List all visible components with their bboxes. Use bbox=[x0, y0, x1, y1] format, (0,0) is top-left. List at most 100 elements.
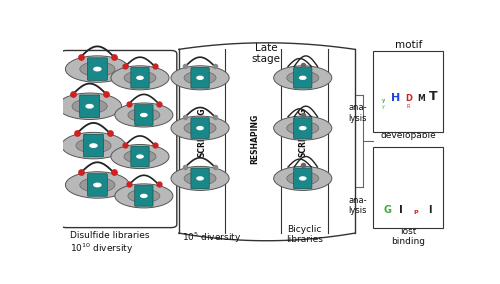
Text: ana-
lysis: ana- lysis bbox=[348, 196, 367, 216]
Circle shape bbox=[314, 184, 318, 187]
Circle shape bbox=[119, 80, 124, 83]
Circle shape bbox=[184, 170, 190, 173]
Circle shape bbox=[124, 149, 130, 151]
Circle shape bbox=[80, 176, 86, 179]
Circle shape bbox=[305, 169, 310, 171]
Circle shape bbox=[211, 120, 216, 123]
Circle shape bbox=[108, 109, 113, 112]
Circle shape bbox=[109, 176, 114, 179]
FancyBboxPatch shape bbox=[374, 51, 444, 132]
Circle shape bbox=[114, 144, 119, 147]
FancyBboxPatch shape bbox=[131, 68, 149, 88]
Circle shape bbox=[70, 140, 75, 143]
Circle shape bbox=[100, 77, 105, 80]
Circle shape bbox=[296, 135, 300, 138]
Circle shape bbox=[66, 109, 71, 112]
Ellipse shape bbox=[274, 66, 332, 90]
Circle shape bbox=[64, 105, 69, 108]
Circle shape bbox=[179, 73, 184, 75]
Circle shape bbox=[140, 194, 148, 198]
Circle shape bbox=[296, 118, 300, 121]
Ellipse shape bbox=[80, 62, 115, 76]
Circle shape bbox=[106, 152, 110, 154]
Circle shape bbox=[133, 85, 138, 87]
Circle shape bbox=[154, 188, 159, 191]
Circle shape bbox=[314, 170, 318, 173]
Circle shape bbox=[96, 135, 101, 138]
Text: R: R bbox=[406, 104, 410, 109]
FancyBboxPatch shape bbox=[191, 118, 209, 138]
Circle shape bbox=[296, 68, 300, 71]
Circle shape bbox=[124, 70, 130, 72]
Ellipse shape bbox=[124, 71, 156, 84]
Circle shape bbox=[193, 185, 198, 188]
Ellipse shape bbox=[58, 93, 122, 120]
Circle shape bbox=[296, 85, 300, 87]
Circle shape bbox=[282, 173, 286, 176]
Circle shape bbox=[120, 114, 126, 116]
Circle shape bbox=[86, 135, 91, 138]
Circle shape bbox=[128, 120, 133, 123]
Circle shape bbox=[96, 153, 101, 156]
Circle shape bbox=[299, 76, 306, 80]
Circle shape bbox=[146, 186, 151, 189]
Circle shape bbox=[118, 68, 123, 70]
Circle shape bbox=[160, 191, 165, 193]
Circle shape bbox=[150, 149, 156, 151]
Ellipse shape bbox=[274, 166, 332, 191]
Text: ana-
lysis: ana- lysis bbox=[348, 103, 367, 122]
Circle shape bbox=[108, 101, 113, 104]
FancyBboxPatch shape bbox=[294, 168, 312, 189]
Text: I: I bbox=[400, 205, 403, 215]
Circle shape bbox=[100, 193, 105, 196]
Circle shape bbox=[124, 162, 130, 165]
FancyBboxPatch shape bbox=[294, 118, 312, 138]
Ellipse shape bbox=[184, 172, 216, 185]
Circle shape bbox=[193, 85, 198, 87]
Text: I: I bbox=[428, 205, 432, 215]
FancyBboxPatch shape bbox=[88, 174, 108, 196]
Text: motif: motif bbox=[395, 39, 422, 49]
Circle shape bbox=[184, 83, 190, 86]
Circle shape bbox=[179, 181, 184, 183]
Circle shape bbox=[162, 114, 167, 116]
Circle shape bbox=[109, 191, 114, 194]
Circle shape bbox=[116, 72, 120, 75]
Circle shape bbox=[216, 123, 221, 126]
Text: P: P bbox=[413, 210, 418, 215]
Circle shape bbox=[288, 133, 292, 136]
Circle shape bbox=[72, 97, 78, 100]
Ellipse shape bbox=[80, 178, 115, 192]
Circle shape bbox=[202, 118, 207, 121]
Circle shape bbox=[74, 64, 79, 66]
Circle shape bbox=[136, 154, 144, 159]
Circle shape bbox=[154, 107, 159, 110]
Circle shape bbox=[142, 164, 147, 166]
Circle shape bbox=[320, 181, 324, 183]
Circle shape bbox=[196, 76, 204, 80]
Circle shape bbox=[80, 191, 86, 194]
Circle shape bbox=[142, 147, 147, 149]
Circle shape bbox=[216, 80, 221, 83]
Circle shape bbox=[202, 185, 207, 188]
FancyBboxPatch shape bbox=[191, 68, 209, 88]
Circle shape bbox=[128, 107, 133, 110]
Circle shape bbox=[82, 95, 87, 98]
Circle shape bbox=[211, 70, 216, 72]
Circle shape bbox=[160, 118, 165, 120]
Circle shape bbox=[320, 80, 324, 83]
Circle shape bbox=[184, 184, 190, 187]
Circle shape bbox=[74, 179, 79, 182]
Circle shape bbox=[156, 159, 161, 162]
Circle shape bbox=[193, 68, 198, 71]
Circle shape bbox=[296, 169, 300, 171]
Text: lost
binding: lost binding bbox=[392, 227, 426, 246]
Ellipse shape bbox=[111, 145, 169, 169]
Circle shape bbox=[288, 184, 292, 187]
Circle shape bbox=[216, 73, 221, 75]
Circle shape bbox=[70, 148, 75, 151]
FancyBboxPatch shape bbox=[80, 95, 100, 118]
Circle shape bbox=[184, 133, 190, 136]
Circle shape bbox=[314, 83, 318, 86]
Circle shape bbox=[68, 144, 73, 147]
